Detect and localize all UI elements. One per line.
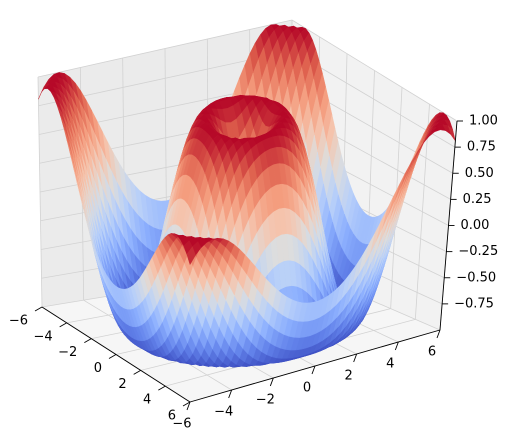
x-tick-label: 0 xyxy=(94,361,102,376)
axis-ticks: −6−4−20246−6−4−202461.000.750.500.250.00… xyxy=(9,114,498,432)
y-tick-label: 4 xyxy=(386,357,394,372)
x-tick xyxy=(59,322,67,328)
x-tick-label: −2 xyxy=(58,345,77,360)
y-tick-label: −6 xyxy=(172,417,191,432)
surface-mesh xyxy=(38,24,456,368)
y-tick xyxy=(353,353,358,363)
x-tick-label: 4 xyxy=(143,393,151,408)
y-tick xyxy=(311,365,316,375)
x-tick-label: −4 xyxy=(34,329,53,344)
y-tick-label: −2 xyxy=(256,393,275,408)
x-tick xyxy=(133,369,141,375)
x-tick xyxy=(34,306,43,312)
z-tick-label: 0.25 xyxy=(463,192,492,207)
y-tick xyxy=(436,329,441,339)
y-tick-label: 6 xyxy=(428,345,436,360)
z-tick-label: 0.00 xyxy=(461,218,490,233)
grid-line xyxy=(37,19,293,78)
y-tick xyxy=(186,401,191,411)
z-tick-label: −0.25 xyxy=(458,244,498,259)
x-tick-label: −6 xyxy=(9,314,28,329)
z-tick-label: 0.75 xyxy=(467,140,496,155)
y-tick xyxy=(269,377,274,387)
y-tick xyxy=(394,341,399,351)
z-tick-label: −0.50 xyxy=(456,270,496,285)
x-tick xyxy=(84,338,92,344)
x-tick xyxy=(182,401,191,407)
z-tick-label: −0.75 xyxy=(454,296,494,311)
z-tick-label: 1.00 xyxy=(469,114,498,129)
y-tick-label: 0 xyxy=(303,381,311,396)
x-tick-label: 2 xyxy=(118,377,126,392)
x-tick xyxy=(108,354,117,359)
y-tick xyxy=(228,389,233,399)
y-tick-label: −4 xyxy=(214,405,233,420)
grid-line xyxy=(291,19,458,122)
x-tick xyxy=(158,385,166,391)
surface-facet xyxy=(186,246,196,265)
z-tick-label: 0.50 xyxy=(465,166,494,181)
y-tick-label: 2 xyxy=(345,369,353,384)
x-tick-label: 6 xyxy=(168,409,176,424)
